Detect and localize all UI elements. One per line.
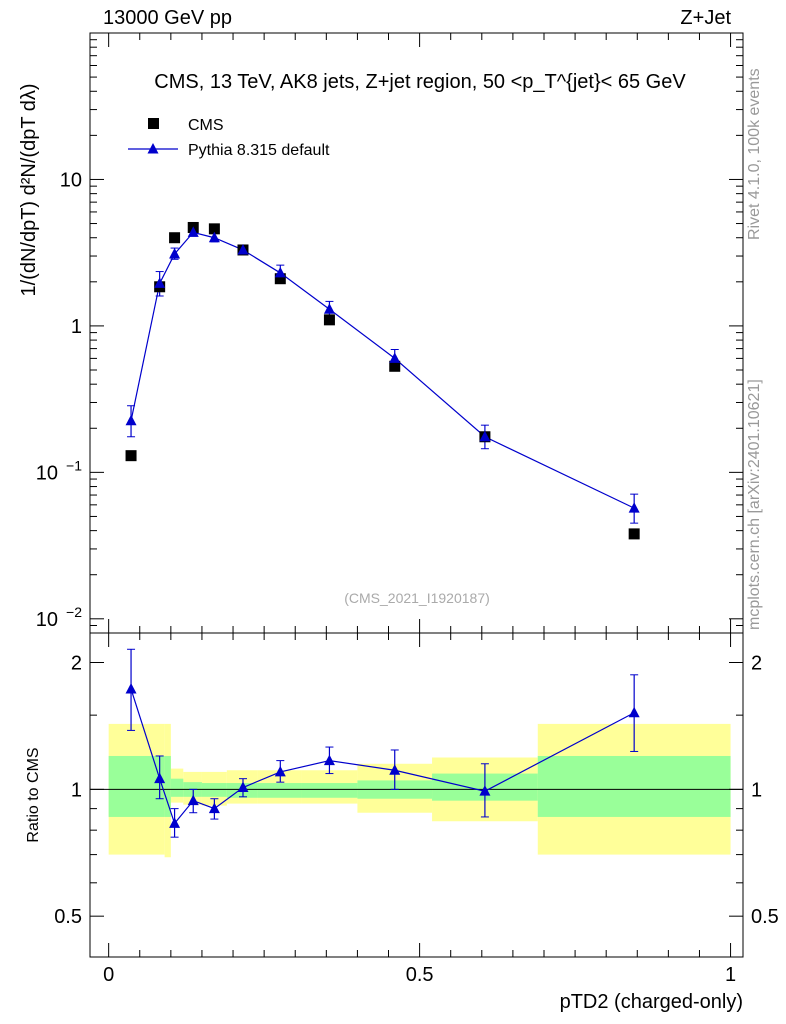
legend-label-pythia: Pythia 8.315 default (188, 142, 330, 159)
ratio-y-tick-label: 1 (71, 779, 82, 801)
ratio-point (187, 794, 199, 806)
x-tick-label: 0 (103, 964, 114, 986)
header-left: 13000 GeV pp (103, 7, 232, 29)
pythia-point (389, 352, 401, 363)
pythia-point (125, 414, 137, 426)
ratio-point (154, 772, 166, 784)
cms-point (169, 232, 181, 244)
legend-marker-pythia (147, 143, 159, 154)
pythia-point (154, 277, 166, 288)
ratio-band-green (108, 755, 165, 817)
ratio-y-tick-label-right: 1 (751, 779, 762, 801)
cms-point (389, 360, 401, 372)
y-tick-exponent: −1 (66, 457, 82, 473)
x-tick-label: 1 (725, 964, 736, 986)
pythia-point (323, 303, 335, 314)
pythia-point (628, 502, 640, 513)
legend-label-cms: CMS (188, 117, 224, 134)
y-tick-label: 10 (36, 462, 58, 484)
header-right: Z+Jet (680, 7, 731, 29)
ratio-band-green (301, 783, 358, 798)
x-axis-label: pTD2 (charged-only) (560, 991, 743, 1013)
ratio-point (389, 764, 401, 775)
ratio-frame (89, 632, 744, 958)
ratio-point (125, 683, 137, 694)
ratio-point (169, 817, 181, 828)
cms-point (125, 450, 137, 462)
ratio-band-green (201, 783, 227, 797)
x-tick-label: 0.5 (406, 964, 434, 986)
pythia-point (237, 243, 249, 255)
y-tick-label: 10 (60, 169, 82, 191)
pythia-point (274, 266, 286, 278)
ratio-point (628, 706, 640, 718)
ratio-y-tick-label-right: 2 (751, 653, 762, 675)
pythia-line (130, 231, 635, 509)
pythia-point (479, 430, 491, 442)
cms-point (628, 528, 640, 540)
pythia-point (187, 226, 199, 237)
cms-point (274, 273, 286, 285)
ratio-y-tick-label: 0.5 (54, 906, 82, 928)
ratio-point (208, 802, 220, 814)
y-axis-label: 1/(dN/dpT) d²N/(dpT dλ) (18, 83, 40, 296)
ratio-band-green (537, 755, 731, 817)
cms-point (208, 223, 220, 235)
ratio-y-axis-label: Ratio to CMS (25, 747, 42, 842)
ratio-y-tick-label-right: 0.5 (751, 906, 779, 928)
pythia-point (208, 231, 220, 243)
y-tick-exponent: −2 (66, 604, 82, 620)
y-tick-label: 1 (71, 316, 82, 338)
y-tick-label: 10 (36, 609, 58, 631)
ratio-point (479, 785, 491, 796)
ratio-band-green (257, 783, 302, 798)
plot-title: CMS, 13 TeV, AK8 jets, Z+jet region, 50 … (154, 71, 686, 93)
ratio-y-tick-label: 2 (71, 653, 82, 675)
ratio-point (237, 781, 249, 793)
pythia-point (169, 247, 181, 259)
ratio-band-green (170, 778, 184, 797)
ratio-band-green (164, 755, 171, 817)
ratio-point (323, 754, 335, 766)
ratio-point (274, 765, 286, 777)
watermark: (CMS_2021_I1920187) (344, 590, 490, 606)
cms-point (323, 314, 335, 326)
legend-marker-cms (148, 118, 159, 129)
